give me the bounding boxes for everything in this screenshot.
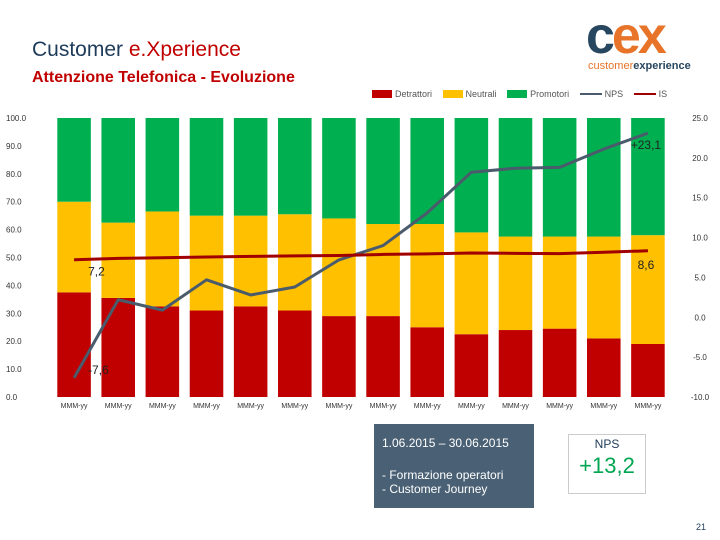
page-subtitle: Attenzione Telefonica - Evoluzione bbox=[32, 69, 295, 87]
title-accent: e.Xperience bbox=[129, 38, 241, 61]
bar-detrattori bbox=[234, 306, 268, 397]
bar-neutrali bbox=[57, 202, 91, 293]
x-tick-label: MMM-yy bbox=[546, 403, 573, 410]
x-tick-label: MMM-yy bbox=[193, 403, 220, 410]
y-left-tick-label: 0.0 bbox=[6, 393, 18, 402]
y-left-tick-label: 30.0 bbox=[6, 309, 22, 318]
x-tick-label: MMM-yy bbox=[105, 403, 132, 410]
bar-neutrali bbox=[410, 224, 444, 327]
x-tick-label: MMM-yy bbox=[458, 403, 485, 410]
legend-item-nps: NPS bbox=[580, 89, 624, 99]
x-tick-label: MMM-yy bbox=[590, 403, 617, 410]
bar-promotori bbox=[190, 118, 224, 216]
y-right-tick-label: 20.0 bbox=[692, 154, 708, 163]
bar-promotori bbox=[543, 118, 577, 237]
bar-detrattori bbox=[366, 316, 400, 397]
bar-detrattori bbox=[278, 311, 312, 397]
x-tick-label: MMM-yy bbox=[149, 403, 176, 410]
info-line: - Formazione operatori bbox=[382, 468, 526, 482]
y-right-tick-label: 5.0 bbox=[694, 273, 706, 282]
logo-wordmark: cex bbox=[586, 10, 664, 62]
x-tick-label: MMM-yy bbox=[502, 403, 529, 410]
info-line: - Customer Journey bbox=[382, 482, 526, 496]
chart-legend: Detrattori Neutrali Promotori NPS IS bbox=[372, 88, 675, 102]
data-label-is: 7,2 bbox=[88, 265, 105, 279]
legend-item-neutrali: Neutrali bbox=[443, 89, 497, 99]
bar-promotori bbox=[631, 118, 665, 235]
y-left-tick-label: 50.0 bbox=[6, 254, 22, 263]
stacked-bar-chart: 0.0 10.0 20.0 30.0 40.0 50.0 60.0 70.0 80.0 90.0 1… bbox=[0, 105, 720, 415]
data-label-nps: -7,6 bbox=[88, 363, 109, 377]
logo-tagline: customerexperience bbox=[588, 60, 691, 72]
data-label-nps: +23,1 bbox=[631, 138, 662, 152]
y-left-tick-label: 40.0 bbox=[6, 281, 22, 290]
page-number: 21 bbox=[696, 522, 706, 532]
y-left-tick-label: 60.0 bbox=[6, 226, 22, 235]
period-date: 1.06.2015 – 30.06.2015 bbox=[382, 436, 526, 450]
bar-detrattori bbox=[543, 329, 577, 397]
x-tick-label: MMM-yy bbox=[414, 403, 441, 410]
bar-detrattori bbox=[499, 330, 533, 397]
x-tick-label: MMM-yy bbox=[61, 403, 88, 410]
bar-neutrali bbox=[278, 214, 312, 310]
page-title: Customer e.Xperience bbox=[32, 38, 241, 62]
title-main: Customer bbox=[32, 38, 129, 61]
y-right-tick-label: 15.0 bbox=[692, 194, 708, 203]
bar-promotori bbox=[410, 118, 444, 224]
y-right-tick-label: -5.0 bbox=[693, 353, 707, 362]
bar-promotori bbox=[57, 118, 91, 202]
bar-neutrali bbox=[499, 237, 533, 330]
bar-promotori bbox=[278, 118, 312, 214]
y-left-tick-label: 90.0 bbox=[6, 142, 22, 151]
x-tick-label: MMM-yy bbox=[237, 403, 264, 410]
cex-logo: cex customerexperience bbox=[586, 10, 712, 72]
bar-detrattori bbox=[631, 344, 665, 397]
bar-promotori bbox=[455, 118, 489, 232]
x-tick-label: MMM-yy bbox=[281, 403, 308, 410]
y-left-tick-label: 80.0 bbox=[6, 170, 22, 179]
bar-detrattori bbox=[322, 316, 356, 397]
bar-promotori bbox=[101, 118, 135, 223]
nps-summary-box: NPS +13,2 bbox=[568, 434, 646, 494]
bar-neutrali bbox=[190, 216, 224, 311]
y-right-tick-label: -10.0 bbox=[691, 393, 710, 402]
nps-label: NPS bbox=[569, 437, 645, 451]
y-right-tick-label: 0.0 bbox=[694, 313, 706, 322]
bar-promotori bbox=[234, 118, 268, 216]
bar-detrattori bbox=[455, 334, 489, 397]
bar-detrattori bbox=[587, 338, 621, 397]
bar-detrattori bbox=[190, 311, 224, 397]
bar-promotori bbox=[146, 118, 180, 211]
bar-detrattori bbox=[57, 292, 91, 397]
legend-item-is: IS bbox=[634, 89, 668, 99]
x-tick-label: MMM-yy bbox=[326, 403, 353, 410]
bar-neutrali bbox=[455, 232, 489, 334]
bar-promotori bbox=[366, 118, 400, 224]
legend-item-detrattori: Detrattori bbox=[372, 89, 432, 99]
bar-detrattori bbox=[410, 327, 444, 397]
y-left-tick-label: 100.0 bbox=[6, 114, 27, 123]
x-tick-label: MMM-yy bbox=[370, 403, 397, 410]
bar-detrattori bbox=[101, 298, 135, 397]
y-left-tick-label: 70.0 bbox=[6, 198, 22, 207]
x-tick-label: MMM-yy bbox=[635, 403, 662, 410]
nps-value: +13,2 bbox=[569, 453, 645, 479]
bar-neutrali bbox=[101, 223, 135, 298]
y-left-tick-label: 20.0 bbox=[6, 337, 22, 346]
period-info-box: 1.06.2015 – 30.06.2015 - Formazione oper… bbox=[374, 424, 534, 508]
y-right-tick-label: 25.0 bbox=[692, 114, 708, 123]
legend-item-promotori: Promotori bbox=[507, 89, 569, 99]
y-right-tick-label: 10.0 bbox=[692, 234, 708, 243]
bar-detrattori bbox=[146, 306, 180, 397]
y-left-tick-label: 10.0 bbox=[6, 365, 22, 374]
bar-promotori bbox=[499, 118, 533, 237]
bar-promotori bbox=[587, 118, 621, 237]
data-label-is: 8,6 bbox=[638, 258, 655, 272]
bar-promotori bbox=[322, 118, 356, 218]
bar-neutrali bbox=[543, 237, 577, 329]
